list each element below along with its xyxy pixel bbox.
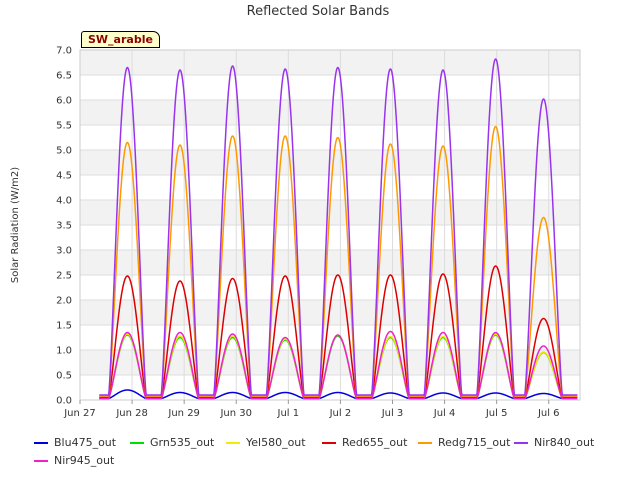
x-tick-label: Jul 3 xyxy=(381,408,404,419)
y-tick-label: 2.0 xyxy=(56,296,72,307)
y-tick-label: 0.0 xyxy=(56,396,72,407)
plot-band xyxy=(80,50,580,75)
plot-band xyxy=(80,250,580,275)
legend-swatch xyxy=(130,442,144,444)
legend-item: Yel580_out xyxy=(226,436,306,449)
series-lines xyxy=(99,58,578,400)
chart-title: Reflected Solar Bands xyxy=(247,4,390,19)
legend-swatch xyxy=(418,442,432,444)
series-line-nir945-out xyxy=(99,330,578,400)
x-tick-label: Jun 28 xyxy=(115,408,148,419)
series-line-nir840-out xyxy=(99,58,578,396)
legend-label: Nir840_out xyxy=(534,436,595,449)
y-tick-label: 4.5 xyxy=(56,171,72,182)
y-tick-label: 6.5 xyxy=(56,71,72,82)
series-line-blu475-out xyxy=(99,389,578,400)
plot-band xyxy=(80,100,580,125)
y-tick-label: 3.0 xyxy=(56,246,72,257)
x-tick-label: Jun 29 xyxy=(167,408,200,419)
legend-label: Red655_out xyxy=(342,436,408,449)
plot-frame xyxy=(79,49,581,401)
y-tick-label: 1.5 xyxy=(56,321,72,332)
legend-item: Nir840_out xyxy=(514,436,594,449)
legend-swatch xyxy=(34,460,48,462)
y-tick-label: 1.0 xyxy=(56,346,72,357)
x-axis: Jun 27 Jun 28 Jun 29 Jun 30 Jul 1 Jul 2 Jul 3 J… xyxy=(63,400,560,419)
legend-swatch xyxy=(514,442,528,444)
y-tick-label: 7.0 xyxy=(56,46,72,57)
y-tick-label: 5.0 xyxy=(56,146,72,157)
x-tick-label: Jun 27 xyxy=(63,408,96,419)
x-tick-label: Jul 5 xyxy=(485,408,508,419)
legend-label: Grn535_out xyxy=(150,436,215,449)
y-axis: 0.0 0.5 1.0 1.5 2.0 2.5 3.0 3.5 4.0 4.5 5.0 5.5 6.0 6… xyxy=(56,46,72,407)
y-axis-label: Solar Radiation (W/m2) xyxy=(10,167,21,283)
legend-label: Redg715_out xyxy=(438,436,511,449)
plot-band xyxy=(80,275,580,300)
y-tick-label: 2.5 xyxy=(56,271,72,282)
series-line-red655-out xyxy=(99,265,578,399)
legend-swatch xyxy=(322,442,336,444)
x-tick-label: Jul 1 xyxy=(277,408,300,419)
y-tick-label: 6.0 xyxy=(56,96,72,107)
x-tick-label: Jul 4 xyxy=(433,408,456,419)
legend-swatch xyxy=(34,442,48,444)
series-line-redg715-out xyxy=(99,125,578,397)
x-tick-label: Jul 6 xyxy=(537,408,560,419)
x-tick-label: Jul 2 xyxy=(329,408,352,419)
legend-item: Red655_out xyxy=(322,436,407,449)
plot-band xyxy=(80,75,580,100)
y-tick-label: 4.0 xyxy=(56,196,72,207)
legend-label: Nir945_out xyxy=(54,454,115,467)
legend-label: Yel580_out xyxy=(246,436,306,449)
legend-item: Grn535_out xyxy=(130,436,214,449)
legend-item: Redg715_out xyxy=(418,436,510,449)
y-tick-label: 0.5 xyxy=(56,371,72,382)
legend-item: Blu475_out xyxy=(34,436,116,449)
site-badge: SW_arable xyxy=(81,31,160,48)
y-tick-label: 3.5 xyxy=(56,221,72,232)
legend-swatch xyxy=(226,442,240,444)
plot-band xyxy=(80,325,580,350)
y-tick-label: 5.5 xyxy=(56,121,72,132)
legend-label: Blu475_out xyxy=(54,436,117,449)
legend-item: Nir945_out xyxy=(34,454,114,467)
x-tick-label: Jun 30 xyxy=(219,408,252,419)
